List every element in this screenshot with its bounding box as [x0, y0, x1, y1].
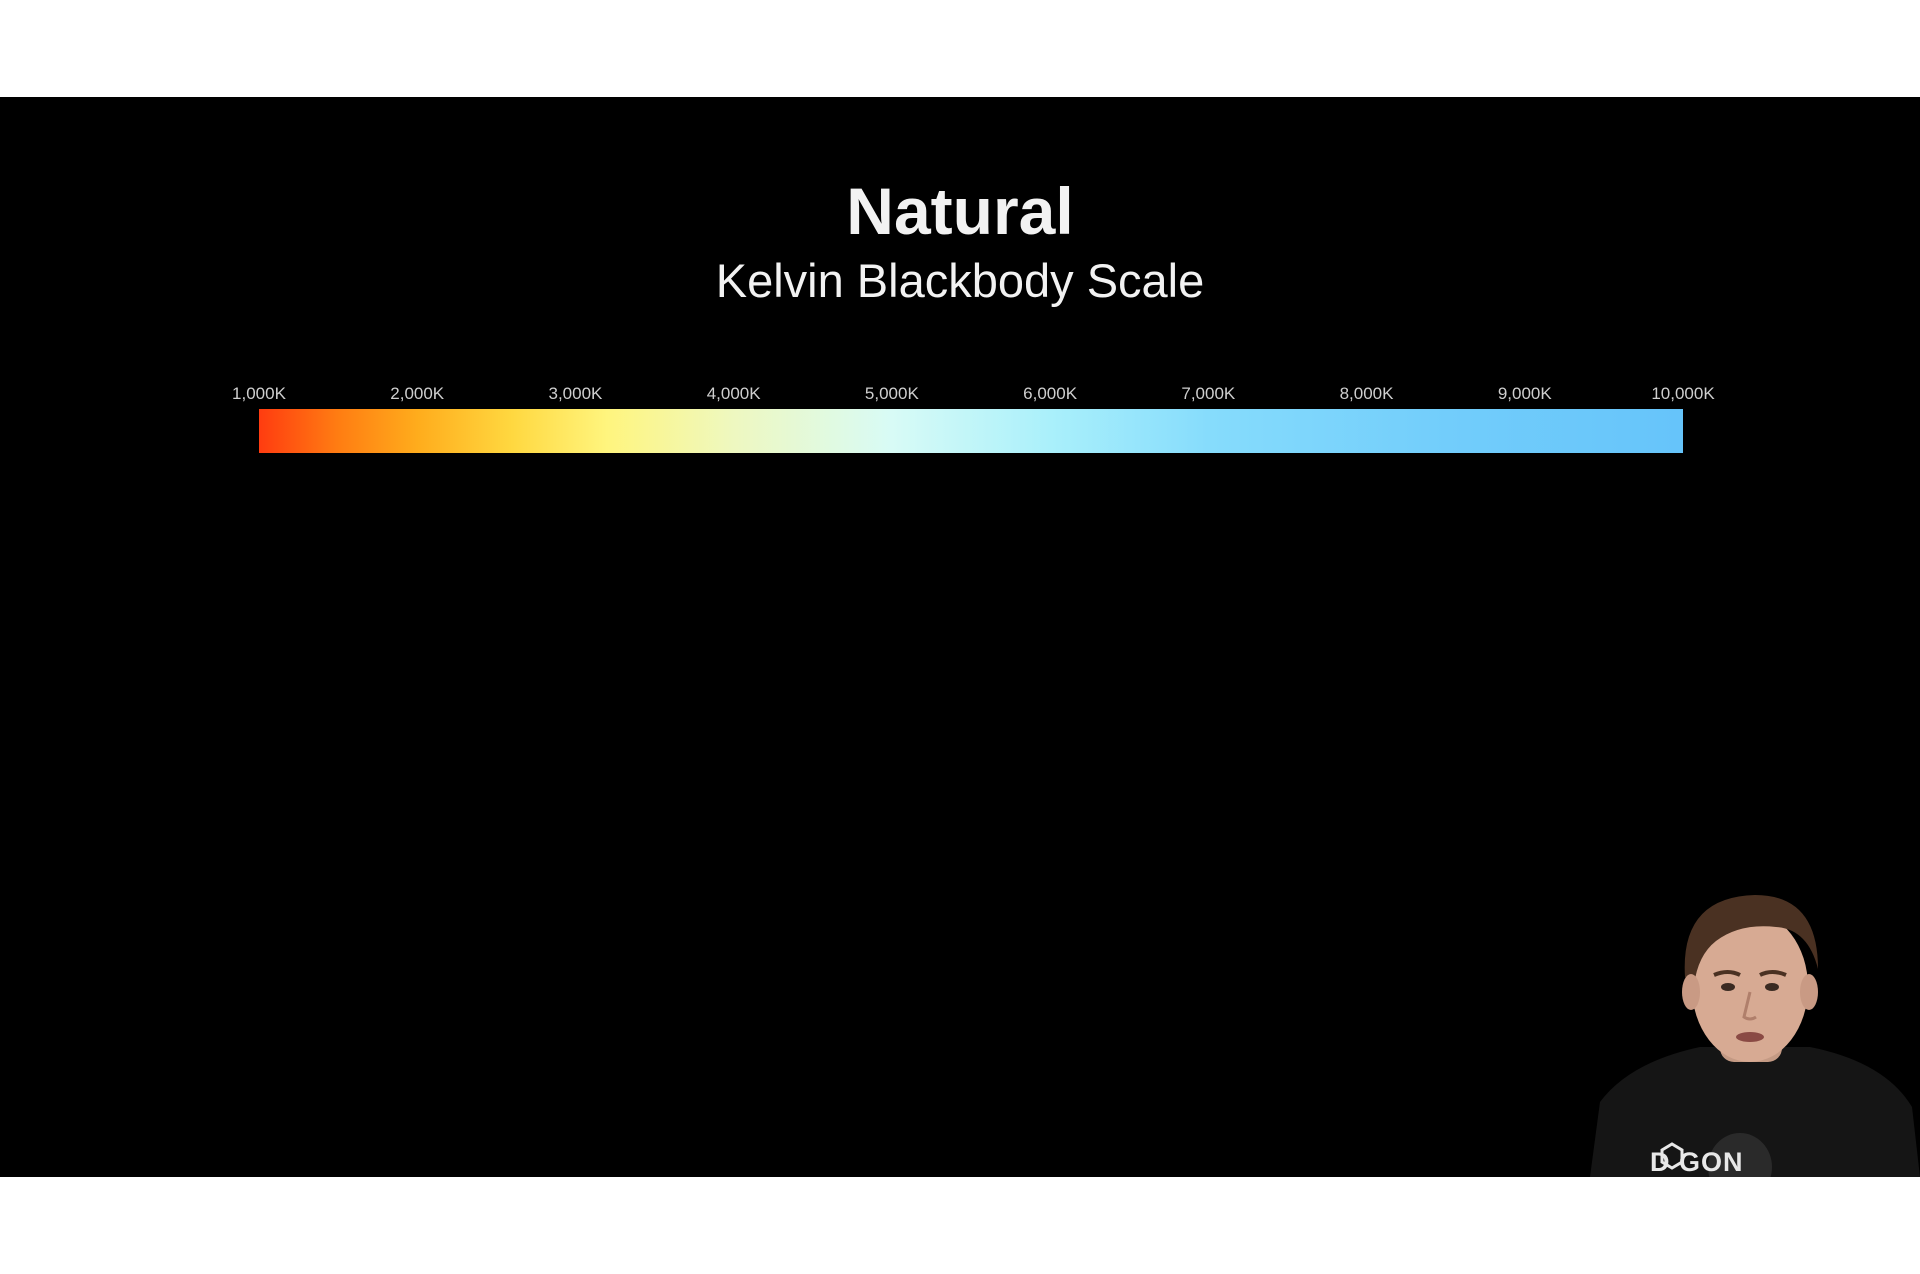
scale-label-7000k: 7,000K [1181, 384, 1236, 403]
scale-label-6000k: 6,000K [1023, 384, 1078, 403]
scale-label-1000k: 1,000K [232, 384, 286, 403]
slide-title: Natural [846, 174, 1074, 248]
color-temperature-gradient-bar [259, 409, 1683, 453]
video-frame: Natural Kelvin Blackbody Scale 1,000K 2,… [0, 97, 1920, 1177]
presenter-figure [1590, 895, 1920, 1177]
shirt-logo-text: D GON [1650, 1147, 1744, 1177]
kelvin-scale: 1,000K 2,000K 3,000K 4,000K 5,000K 6,000… [232, 384, 1715, 454]
scale-label-2000k: 2,000K [390, 384, 445, 403]
slide-subtitle: Kelvin Blackbody Scale [715, 254, 1205, 307]
scale-label-4000k: 4,000K [706, 384, 761, 403]
scale-label-5000k: 5,000K [864, 384, 919, 403]
scale-label-3000k: 3,000K [548, 384, 603, 403]
scale-label-9000k: 9,000K [1497, 384, 1552, 403]
scale-label-10000k: 10,000K [1651, 384, 1715, 403]
scale-label-8000k: 8,000K [1339, 384, 1394, 403]
presenter-webcam-overlay: D GON [1590, 877, 1920, 1177]
